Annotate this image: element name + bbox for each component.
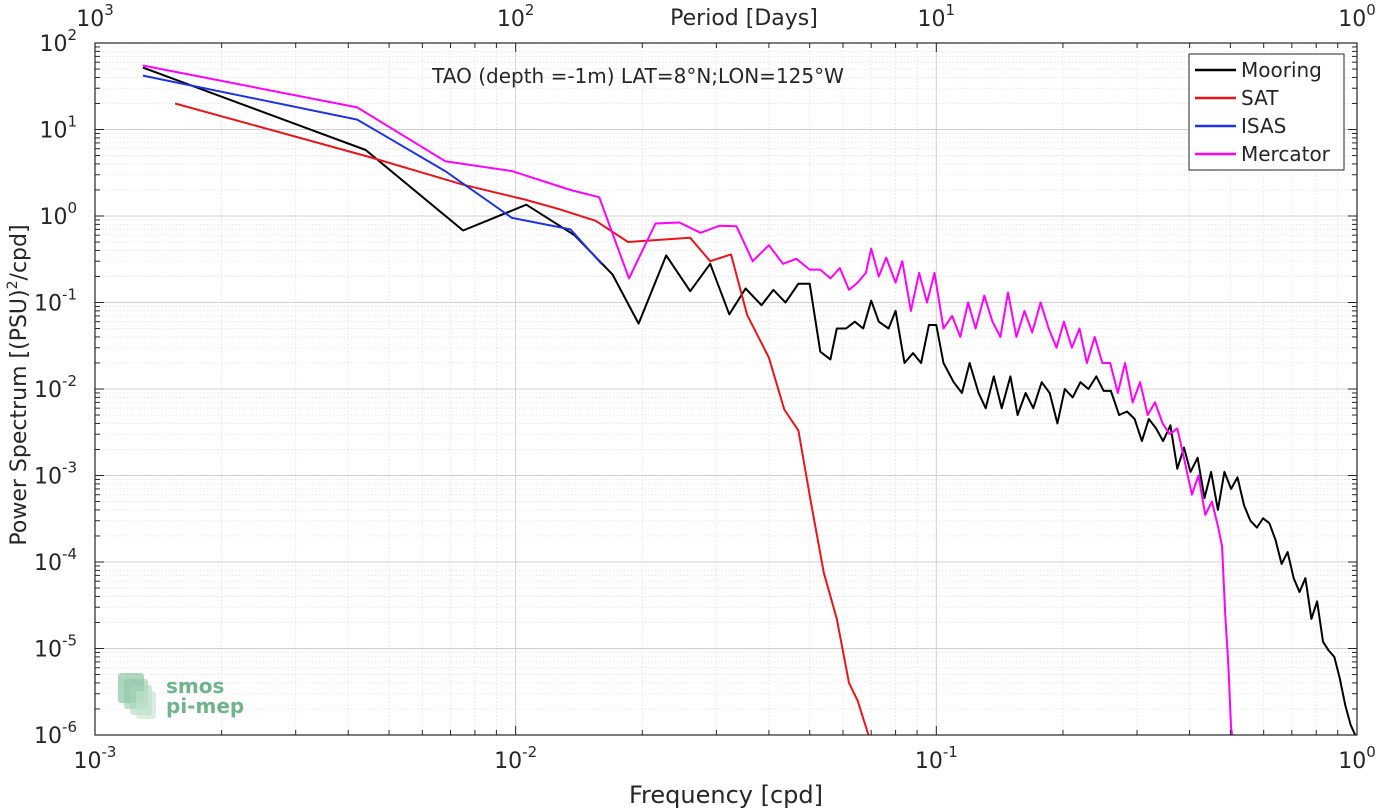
top-tick-label: 102 [497,1,535,32]
y-axis-label: Power Spectrum [(PSU)2/cpd] [5,224,32,545]
y-tick-label: 10-5 [34,632,77,663]
series-line-isas [142,74,603,265]
chart-title: TAO (depth =-1m) LAT=8°N;LON=125°W [431,64,844,88]
x-tick-label: 100 [1338,743,1376,774]
top-axis-label: Period [Days] [670,6,818,31]
x-axis-label: Frequency [cpd] [629,781,823,809]
logo-text-pi-mep: pi-mep [166,694,244,718]
y-tick-label: 102 [39,26,77,57]
legend-label-sat: SAT [1241,86,1279,110]
legend-label-mercator: Mercator [1241,142,1331,166]
series-layer [142,64,1357,736]
logo-mark [118,673,156,719]
y-tick-label: 10-2 [34,372,77,403]
watermark-logo: smos pi-mep [118,673,244,719]
y-axis-label-main: Power Spectrum [(PSU) [7,289,32,545]
y-tick-label: 10-6 [34,718,77,749]
x-tick-label: 10-2 [494,743,537,774]
legend-box [1188,53,1345,171]
y-tick-label: 10-4 [34,545,77,576]
tick-marks [94,42,1358,736]
top-tick-label: 103 [76,1,114,32]
top-tick-label: 101 [918,1,956,32]
legend: Mooring SAT ISAS Mercator [1188,53,1345,171]
y-tick-label: 10-1 [34,286,77,317]
x-tick-label: 10-1 [915,743,958,774]
legend-label-isas: ISAS [1241,114,1286,138]
top-tick-label: 100 [1338,1,1376,32]
legend-label-mooring: Mooring [1241,58,1322,82]
y-axis-label-tail: /cpd] [7,224,32,280]
x-tick-label: 10-3 [74,743,117,774]
series-line-mercator [142,64,1234,736]
y-tick-label: 10-3 [34,459,77,490]
series-line-sat [174,102,870,736]
y-axis-label-sup: 2 [5,280,21,289]
series-line-mooring [142,66,1357,736]
y-tick-label: 100 [39,199,77,230]
logo-text-smos: smos [166,674,224,698]
y-tick-label: 101 [39,113,77,144]
minor-grid [95,43,1357,735]
